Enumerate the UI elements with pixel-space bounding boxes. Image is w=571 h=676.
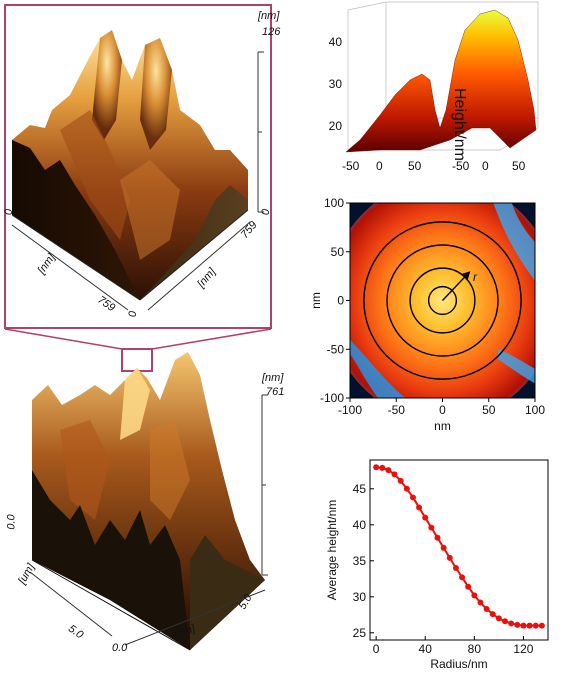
afm-zoom-z-unit: [nm] — [258, 10, 280, 22]
surface-dome — [345, 9, 537, 153]
line-x-tick: 120 — [513, 642, 533, 656]
line-ylabel: Average height/nm — [325, 500, 339, 601]
surface-y-tick: -50 — [452, 159, 470, 173]
heatmap-ridge-upper — [493, 203, 535, 281]
afm-zoom-y-start: 0 — [127, 310, 140, 318]
heatmap-ring — [427, 285, 458, 316]
line-point — [403, 485, 410, 492]
afm-zoom-z-min: 0 — [260, 208, 273, 216]
line-x-tick: 0 — [373, 642, 380, 656]
afm-full-y-start: 0.0 — [112, 642, 128, 654]
line-point — [416, 504, 423, 511]
line-x-tick: 80 — [468, 642, 482, 656]
line-point — [440, 544, 447, 551]
line-xlabel: Radius/nm — [430, 657, 487, 671]
surface-x-tick: 50 — [408, 159, 422, 173]
heatmap-ridge-lower — [350, 339, 406, 398]
afm-full-z-max: 761 — [266, 386, 285, 398]
line-point — [409, 494, 416, 501]
line-point — [385, 467, 392, 474]
heatmap-x-tick: -50 — [388, 403, 406, 417]
line-point — [373, 464, 380, 471]
heatmap-x-tick: -100 — [338, 403, 362, 417]
surface-y-tick: 0 — [482, 159, 489, 173]
line-point — [502, 618, 509, 625]
heatmap-y-tick: -100 — [320, 391, 344, 405]
afm-full-axes — [29, 394, 268, 646]
line-chart-frame — [369, 459, 549, 641]
heatmap-ridge-right — [498, 349, 535, 384]
line-point — [495, 615, 502, 622]
line-point — [526, 622, 533, 629]
line-y-tick: 40 — [353, 518, 367, 532]
line-point — [397, 477, 404, 484]
afm-full-z-unit: [nm] — [262, 372, 284, 384]
line-point — [379, 464, 386, 471]
line-series — [376, 466, 542, 627]
line-point — [428, 524, 435, 531]
heatmap-y-tick: 50 — [331, 245, 345, 259]
line-point — [452, 565, 459, 571]
line-point — [538, 622, 545, 629]
afm-full-x-start: 0.0 — [5, 514, 18, 530]
line-point — [446, 554, 453, 561]
afm-zoom-axes — [11, 51, 264, 311]
line-point — [434, 534, 441, 541]
line-y-tick: 30 — [353, 590, 367, 604]
radius-height-chart: 0 40 80 120 25 30 35 40 45 Radius/nm Average heigh… — [325, 459, 549, 671]
heatmap-y-tick: 100 — [324, 196, 344, 210]
line-point — [514, 621, 521, 628]
line-point — [489, 611, 496, 618]
heatmap-plot: r -100 -50 0 50 100 100 50 0 -50 -100 nm nm — [309, 196, 545, 433]
heatmap-y-tick: -50 — [327, 342, 345, 356]
heatmap-radius-arrow — [441, 272, 469, 301]
line-point — [422, 514, 429, 521]
heatmap-ylabel: nm — [309, 292, 323, 309]
zoom-connector — [4, 328, 272, 372]
heatmap-arrow-head — [461, 271, 471, 281]
line-point — [477, 599, 484, 606]
line-point — [520, 622, 527, 629]
line-y-tick: 25 — [353, 626, 367, 640]
heatmap-ring — [386, 244, 499, 357]
heatmap-ring — [363, 221, 522, 380]
heatmap-x-tick: 100 — [525, 403, 545, 417]
surface-z-tick: 40 — [329, 35, 343, 49]
heatmap-arrow-label: r — [473, 270, 478, 284]
surface-x-tick: 0 — [376, 159, 383, 173]
surface-x-tick: -50 — [342, 159, 360, 173]
surface-y-tick: 50 — [512, 159, 526, 173]
line-point — [465, 583, 472, 590]
heatmap-xlabel: nm — [434, 419, 451, 433]
line-point — [459, 574, 466, 581]
heatmap-x-tick: 50 — [482, 403, 496, 417]
line-point — [391, 471, 398, 478]
line-x-tick: 40 — [419, 642, 433, 656]
heatmap-x-tick: 0 — [439, 403, 446, 417]
surface-z-tick: 20 — [329, 119, 343, 133]
afm-zoom-x-start: 0 — [3, 208, 16, 216]
heatmap-y-tick: 0 — [337, 294, 344, 308]
line-y-tick: 45 — [353, 482, 367, 496]
line-y-tick: 35 — [353, 554, 367, 568]
surface-z-tick: 30 — [329, 77, 343, 91]
line-point — [508, 620, 515, 627]
line-point — [483, 606, 490, 613]
line-point — [532, 622, 539, 629]
afm-full-surface — [31, 352, 265, 651]
heatmap-ring — [409, 267, 476, 334]
surface-zlabel: Height/nm — [451, 88, 468, 161]
line-point — [471, 592, 478, 599]
surface-plot: 20 30 40 -50 0 50 -50 0 50 — [329, 1, 539, 173]
afm-zoom-surface — [11, 30, 249, 301]
afm-zoom-z-max: 126 — [262, 26, 281, 38]
